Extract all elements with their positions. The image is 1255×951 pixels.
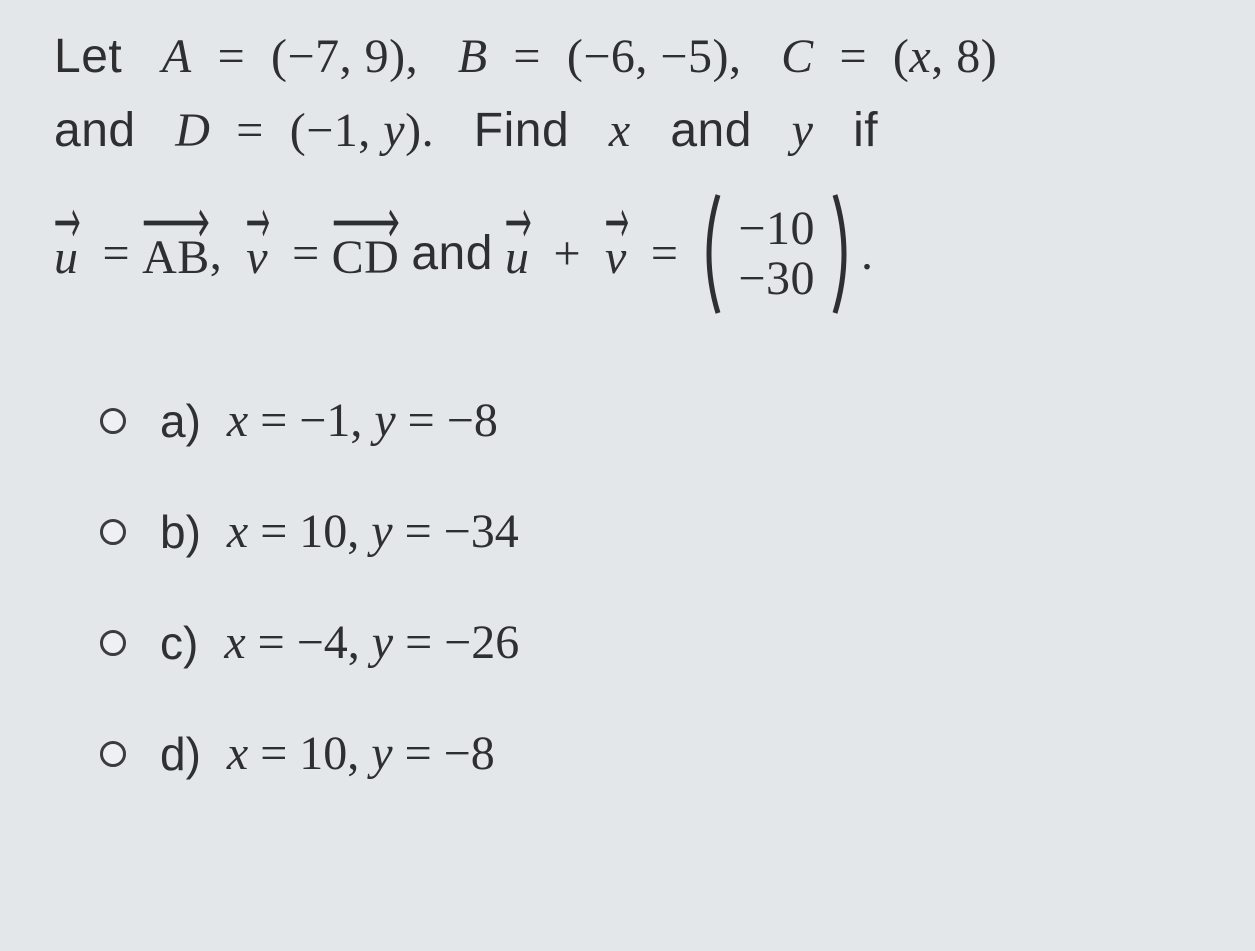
- word-and3: and: [411, 219, 493, 289]
- vec-v2: v: [605, 216, 627, 293]
- word-find: Find: [474, 104, 569, 157]
- line-1: Let A = (−7, 9), B = (−6, −5), C = (x, 8…: [54, 22, 1201, 92]
- vec-AB: AB: [142, 216, 210, 293]
- radio-icon[interactable]: [100, 630, 126, 656]
- option-d[interactable]: d) x = 10, y = −8: [100, 726, 1201, 781]
- opt-yval: = −26: [405, 615, 519, 670]
- sym-u: u: [54, 231, 79, 284]
- sym-v: v: [246, 231, 268, 284]
- var-y: y: [792, 104, 814, 157]
- opt-yval: = −8: [408, 393, 498, 448]
- option-letter: a): [160, 394, 201, 448]
- question-page: Let A = (−7, 9), B = (−6, −5), C = (x, 8…: [0, 0, 1255, 781]
- sym-CD: CD: [332, 231, 400, 284]
- val-D-close: ): [405, 104, 421, 157]
- paren-right-icon: [829, 189, 857, 319]
- radio-icon[interactable]: [100, 741, 126, 767]
- vec-CD: CD: [332, 216, 400, 293]
- vector-entry-bot: −30: [738, 254, 815, 304]
- word-and: and: [54, 104, 136, 157]
- radio-icon[interactable]: [100, 519, 126, 545]
- opt-var-x: x: [227, 726, 248, 781]
- val-B: (−6, −5): [567, 30, 729, 83]
- period: .: [861, 219, 874, 289]
- sym-B: B: [458, 30, 488, 83]
- option-c[interactable]: c) x = −4, y = −26: [100, 615, 1201, 670]
- opt-var-x: x: [227, 504, 248, 559]
- opt-var-y: y: [371, 726, 392, 781]
- sym-u: u: [505, 231, 530, 284]
- option-b[interactable]: b) x = 10, y = −34: [100, 504, 1201, 559]
- vec-v: v: [246, 216, 268, 293]
- eq-sign: =: [218, 30, 246, 83]
- val-D-open: (−1,: [290, 104, 384, 157]
- vector-entry-top: −10: [738, 204, 815, 254]
- val-A: (−7, 9): [271, 30, 406, 83]
- sym-v: v: [605, 231, 627, 284]
- vec-u: u: [54, 216, 79, 293]
- plus-sign: +: [553, 219, 581, 289]
- word-let: Let: [54, 30, 122, 83]
- val-C-open: (: [893, 30, 909, 83]
- sym-C: C: [781, 30, 814, 83]
- eq-sign: =: [651, 219, 679, 289]
- option-letter: d): [160, 727, 201, 781]
- opt-var-y: y: [372, 615, 393, 670]
- opt-var-y: y: [374, 393, 395, 448]
- word-if: if: [853, 104, 878, 157]
- radio-icon[interactable]: [100, 408, 126, 434]
- answer-options: a) x = −1, y = −8 b) x = 10, y = −34 c): [54, 393, 1201, 781]
- word-and2: and: [670, 104, 752, 157]
- column-vector: −10 −30: [696, 189, 857, 319]
- opt-var-x: x: [224, 615, 245, 670]
- var-y-in-D: y: [383, 104, 405, 157]
- line-3: u = AB , v = CD and u: [54, 189, 1201, 319]
- line-2: and D = (−1, y). Find x and y if: [54, 96, 1201, 166]
- sym-D: D: [175, 104, 210, 157]
- sym-A: A: [162, 30, 192, 83]
- opt-xval: = −1,: [260, 393, 362, 448]
- opt-xval: = 10,: [260, 726, 359, 781]
- opt-yval: = −34: [405, 504, 519, 559]
- problem-statement: Let A = (−7, 9), B = (−6, −5), C = (x, 8…: [54, 22, 1201, 319]
- opt-yval: = −8: [405, 726, 495, 781]
- vec-u2: u: [505, 216, 530, 293]
- option-letter: c): [160, 616, 198, 670]
- opt-xval: = −4,: [258, 615, 360, 670]
- val-C-close: , 8): [931, 30, 997, 83]
- opt-var-x: x: [227, 393, 248, 448]
- option-letter: b): [160, 505, 201, 559]
- opt-var-y: y: [371, 504, 392, 559]
- sym-AB: AB: [142, 231, 210, 284]
- option-a[interactable]: a) x = −1, y = −8: [100, 393, 1201, 448]
- var-x: x: [609, 104, 631, 157]
- var-x-in-C: x: [909, 30, 931, 83]
- opt-xval: = 10,: [260, 504, 359, 559]
- paren-left-icon: [696, 189, 724, 319]
